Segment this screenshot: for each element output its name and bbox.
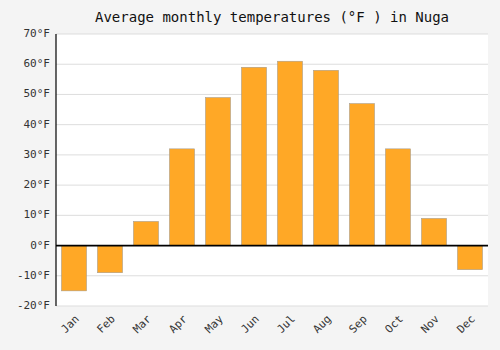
bar [61,246,86,291]
grid-line [56,245,488,246]
chart-title: Average monthly temperatures (°F ) in Nu… [95,9,449,25]
bar [97,246,122,273]
y-axis-line [55,34,56,306]
plot-area [56,34,488,306]
bar [169,149,194,246]
x-tick-label: Apr [167,312,191,336]
x-tick-label: Mar [131,312,155,336]
y-tick-label: -10°F [17,269,50,282]
grid-line [56,185,488,186]
x-tick-label: Sep [347,313,370,336]
y-tick-label: 40°F [24,118,51,131]
grid-line [56,34,488,35]
y-tick-label: 30°F [24,148,51,161]
bar [349,104,374,246]
x-tick-label: Jul [275,313,298,336]
zero-line [56,245,488,247]
bars [61,61,482,291]
background [0,0,500,350]
y-tick-label: 70°F [24,27,51,40]
x-tick-label: Feb [95,313,118,336]
x-tick-label: Jun [239,313,262,336]
x-tick-label: Nov [419,312,443,336]
x-tick-label: Aug [311,313,334,336]
y-tick-label: 0°F [30,239,50,252]
bar [241,67,266,245]
bar [277,61,302,245]
grid-line [56,64,488,65]
grid-line [56,275,488,276]
grid [56,34,488,306]
grid-line [56,124,488,125]
bar [313,70,338,245]
grid-line [56,154,488,155]
grid-line [56,306,488,307]
grid-line [56,215,488,216]
bar [133,221,158,245]
x-axis: Jan Feb Mar Apr May Jun Jul Aug Sep Oct Nov Dec [59,312,478,336]
y-axis: -20°F -10°F 0°F 10°F 20°F 30°F 40°F 50°F 60°F 70°… [17,27,50,312]
x-tick-label: Oct [383,313,406,336]
x-tick-label: Dec [455,313,478,336]
bar [457,246,482,270]
x-tick-label: May [203,312,227,336]
chart-svg: -20°F -10°F 0°F 10°F 20°F 30°F 40°F 50°F 60°F 70°… [0,0,500,350]
y-tick-label: 10°F [24,208,51,221]
bar [385,149,410,246]
bar [421,218,446,245]
bar [205,97,230,245]
chart-container: -20°F -10°F 0°F 10°F 20°F 30°F 40°F 50°F 60°F 70°… [0,0,500,350]
y-tick-label: 60°F [24,57,51,70]
y-tick-label: 20°F [24,178,51,191]
grid-line [56,94,488,95]
y-tick-label: -20°F [17,299,50,312]
y-tick-label: 50°F [24,87,51,100]
x-tick-label: Jan [59,313,82,336]
